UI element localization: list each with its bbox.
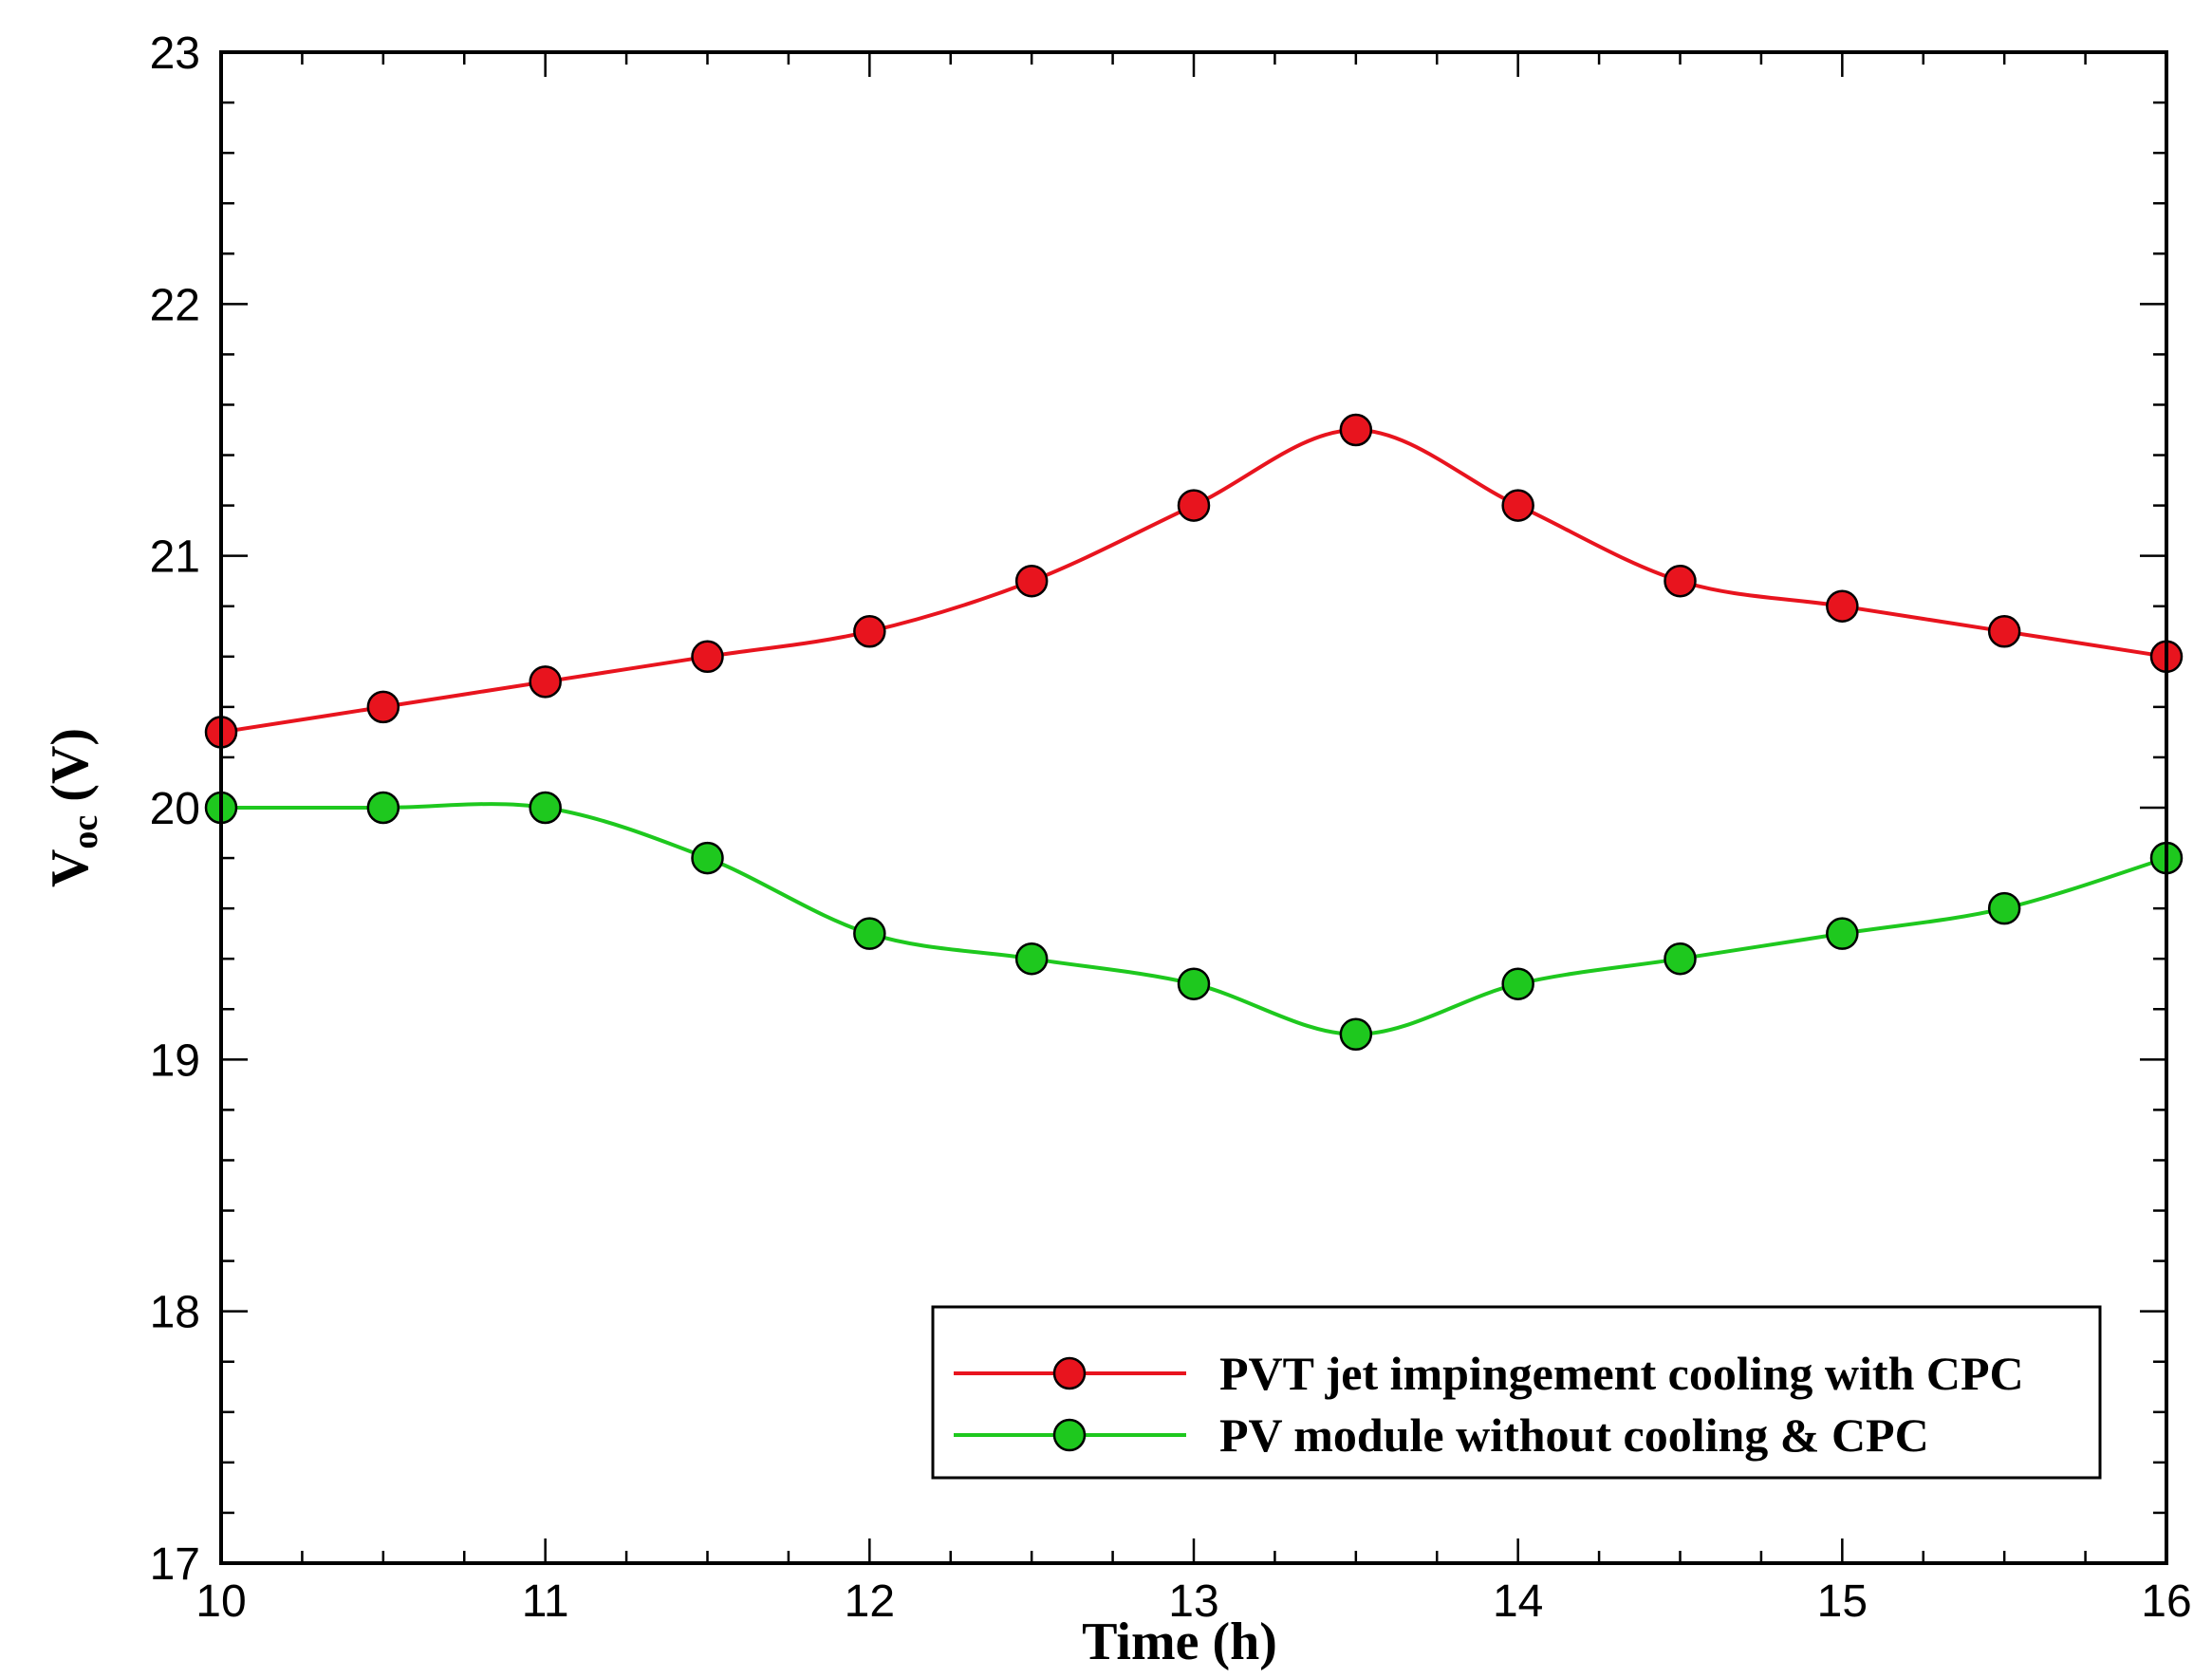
- data-point-pv-15: [1826, 917, 1859, 950]
- x-axis-title: Time (h): [1082, 1613, 1277, 1671]
- y-tick-label-21: 21: [150, 532, 200, 583]
- y-tick-label-20: 20: [150, 784, 200, 834]
- data-point-pvt-11.5: [691, 640, 724, 674]
- tick-labels: 10 11 12 13 14 15 16 17 18 19 20 21 22 23: [150, 28, 2192, 1627]
- legend: PVT jet impingement cooling with CPC PV …: [931, 1305, 2102, 1480]
- data-point-pv-12: [853, 917, 886, 950]
- data-point-pvt-12: [853, 615, 886, 648]
- y-tick-label-18: 18: [150, 1288, 200, 1338]
- data-point-pv-14: [1501, 967, 1534, 1000]
- plot-frame: [219, 50, 2168, 1565]
- x-tick-label-14: 14: [1493, 1576, 1543, 1627]
- data-point-pv-13: [1177, 967, 1211, 1000]
- data-point-pvt-14: [1501, 489, 1534, 522]
- data-point-pvt-10.5: [366, 690, 400, 724]
- y-tick-label-22: 22: [150, 280, 200, 330]
- y-axis-title-sub: oc: [65, 815, 105, 849]
- data-point-pv-14.5: [1664, 942, 1697, 976]
- x-tick-label-15: 15: [1817, 1576, 1868, 1627]
- data-point-pvt-15.5: [1987, 615, 2021, 648]
- y-axis-title-main: V: [41, 849, 100, 887]
- data-point-pvt-11: [529, 665, 562, 699]
- x-tick-label-12: 12: [845, 1576, 895, 1627]
- legend-box: [931, 1305, 2102, 1480]
- data-point-pv-12.5: [1014, 942, 1049, 976]
- legend-marker-pv: [1052, 1418, 1087, 1452]
- data-point-pvt-14.5: [1664, 564, 1697, 598]
- y-axis-title-unit: (V): [41, 728, 100, 815]
- x-tick-label-11: 11: [522, 1576, 569, 1627]
- y-tick-label-23: 23: [150, 28, 200, 79]
- data-point-pv-11: [529, 791, 562, 825]
- data-point-pvt-13.5: [1339, 413, 1373, 447]
- series-layer: [204, 413, 2184, 1052]
- legend-entry-pv: PV module without cooling & CPC: [954, 1408, 1929, 1462]
- data-point-pv-13.5: [1339, 1017, 1373, 1052]
- data-point-pv-11.5: [691, 841, 724, 875]
- y-tick-label-17: 17: [150, 1539, 200, 1590]
- data-point-pvt-12.5: [1014, 564, 1049, 598]
- y-axis-title: Voc (V): [41, 728, 105, 887]
- legend-label-pvt: PVT jet impingement cooling with CPC: [1219, 1347, 2024, 1400]
- x-tick-label-10: 10: [195, 1576, 246, 1627]
- legend-label-pv: PV module without cooling & CPC: [1219, 1408, 1929, 1462]
- y-tick-label-19: 19: [150, 1035, 200, 1086]
- x-tick-label-16: 16: [2141, 1576, 2191, 1627]
- legend-marker-pvt: [1052, 1356, 1087, 1390]
- data-point-pvt-15: [1826, 589, 1859, 623]
- data-point-pvt-13: [1177, 489, 1211, 522]
- legend-entry-pvt: PVT jet impingement cooling with CPC: [954, 1347, 2024, 1400]
- x-tick-label-13: 13: [1168, 1576, 1218, 1627]
- data-point-pv-10.5: [366, 791, 400, 825]
- data-point-pv-15.5: [1987, 891, 2021, 925]
